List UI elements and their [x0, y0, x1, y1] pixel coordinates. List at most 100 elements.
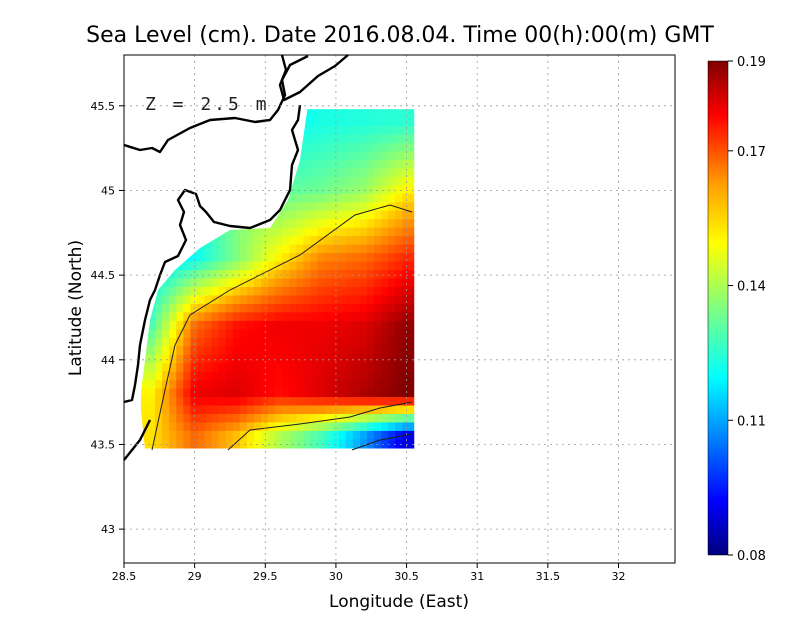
- field-cell: [232, 329, 241, 339]
- field-cell: [338, 227, 347, 237]
- field-cell: [359, 397, 368, 407]
- field-cell: [225, 439, 234, 449]
- field-cell: [225, 354, 234, 364]
- field-cell: [409, 253, 415, 263]
- field-cell: [253, 371, 262, 381]
- field-cell: [275, 236, 283, 246]
- field-cell: [402, 261, 410, 271]
- field-cell: [282, 219, 290, 229]
- field-cell: [338, 430, 347, 440]
- field-cell: [331, 447, 340, 449]
- field-cell: [225, 270, 234, 280]
- field-cell: [381, 227, 389, 237]
- field-cell: [381, 354, 389, 364]
- field-cell: [162, 278, 170, 288]
- field-cell: [409, 261, 415, 271]
- field-cell: [162, 405, 170, 415]
- field-cell: [352, 210, 361, 220]
- field-cell: [359, 303, 368, 313]
- field-cell: [374, 380, 382, 390]
- field-cell: [169, 295, 177, 305]
- field-cell: [331, 159, 340, 170]
- field-cell: [169, 329, 177, 339]
- field-cell: [218, 337, 227, 347]
- field-cell: [211, 354, 220, 364]
- field-cell: [331, 320, 340, 330]
- field-cell: [381, 371, 389, 381]
- field-cell: [218, 397, 227, 407]
- field-cell: [345, 388, 354, 398]
- field-cell: [395, 219, 403, 229]
- field-cell: [338, 439, 347, 449]
- field-cell: [317, 363, 326, 373]
- field-cell: [381, 413, 389, 424]
- field-cell: [296, 312, 305, 322]
- field-cell: [268, 413, 276, 424]
- field-cell: [197, 312, 206, 322]
- field-cell: [317, 397, 326, 407]
- field-cell: [246, 413, 255, 424]
- field-cell: [381, 278, 389, 288]
- field-cell: [162, 303, 170, 313]
- field-cell: [317, 151, 326, 161]
- field-cell: [183, 329, 191, 339]
- field-cell: [345, 422, 354, 432]
- field-cell: [331, 422, 340, 432]
- field-cell: [183, 270, 191, 280]
- field-cell: [317, 447, 326, 449]
- field-cell: [197, 244, 206, 254]
- field-cell: [310, 126, 319, 136]
- field-cell: [204, 244, 213, 254]
- field-cell: [176, 303, 184, 313]
- field-cell: [381, 405, 389, 415]
- field-cell: [176, 295, 184, 305]
- field-cell: [140, 371, 149, 381]
- field-cell: [381, 346, 389, 356]
- field-cell: [218, 439, 227, 449]
- field-cell: [409, 159, 415, 170]
- field-cell: [303, 295, 312, 305]
- y-tick-label: 43.5: [91, 438, 116, 451]
- field-cell: [190, 303, 199, 313]
- field-cell: [148, 346, 156, 356]
- field-cell: [261, 312, 269, 322]
- field-cell: [352, 126, 361, 136]
- field-cell: [317, 143, 326, 153]
- field-cell: [338, 202, 347, 212]
- field-cell: [409, 363, 415, 373]
- field-cell: [232, 236, 241, 246]
- field-cell: [296, 210, 305, 220]
- field-cell: [289, 422, 297, 432]
- field-cell: [190, 380, 199, 390]
- field-cell: [155, 286, 163, 297]
- field-cell: [148, 388, 156, 398]
- field-cell: [303, 253, 312, 263]
- field-cell: [331, 176, 340, 186]
- field-cell: [331, 151, 340, 161]
- field-cell: [310, 397, 319, 407]
- field-cell: [352, 261, 361, 271]
- field-cell: [395, 413, 403, 424]
- field-cell: [374, 354, 382, 364]
- field-cell: [402, 363, 410, 373]
- field-cell: [296, 168, 305, 178]
- field-cell: [296, 236, 305, 246]
- field-cell: [275, 346, 283, 356]
- field-cell: [289, 354, 297, 364]
- field-cell: [211, 320, 220, 330]
- field-cell: [225, 405, 234, 415]
- field-cell: [253, 346, 262, 356]
- field-cell: [296, 320, 305, 330]
- field-cell: [324, 337, 333, 347]
- field-cell: [296, 337, 305, 347]
- field-cell: [253, 261, 262, 271]
- field-cell: [162, 430, 170, 440]
- field-cell: [331, 397, 340, 407]
- field-cell: [261, 413, 269, 424]
- field-cell: [402, 168, 410, 178]
- field-cell: [282, 312, 290, 322]
- field-cell: [388, 337, 396, 347]
- field-cell: [331, 193, 340, 203]
- field-cell: [317, 371, 326, 381]
- field-cell: [268, 329, 276, 339]
